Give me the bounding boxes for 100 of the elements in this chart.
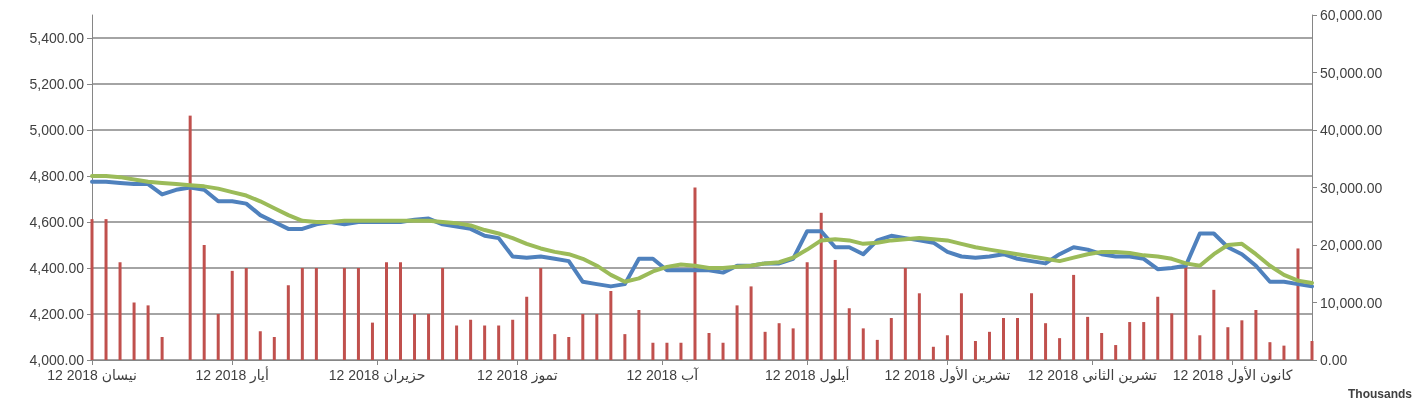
bar [875,339,879,360]
bar [300,268,304,360]
bar [749,286,753,360]
bar [1254,309,1258,360]
bar [1086,316,1090,360]
bar [160,337,164,360]
bar [286,285,290,360]
bar [721,342,725,360]
x-tick-label: 12 كانون الأول 2018 [1172,366,1293,384]
bar [455,325,459,360]
x-tick-label: 12 أيلول 2018 [765,366,850,384]
y-tick-label: 5,200.00 [29,76,85,92]
bar [1044,323,1048,360]
bar [833,259,837,360]
bar [553,334,557,360]
bar [679,342,683,360]
bar [973,341,977,360]
bar [959,293,963,360]
bar [889,318,893,360]
bar [1142,322,1146,360]
y-tick-label: 4,200.00 [29,306,85,322]
bar [931,346,935,360]
y2-tick-label: 20,000.00 [1320,237,1383,253]
bar [188,115,192,360]
bar [847,308,851,360]
x-tick-label: 12 حزيران 2018 [328,367,426,384]
bar [1156,296,1160,360]
bar [413,314,417,360]
bar [483,325,487,360]
bar [1058,338,1062,360]
bar [805,262,809,360]
bar [609,291,613,360]
bar [216,314,220,360]
bar [693,187,697,360]
bar [258,331,262,360]
bar [763,331,767,360]
bar [623,334,627,360]
x-tick-label: 12 تموز 2018 [477,367,558,384]
bar [469,319,473,360]
y2-tick-label: 40,000.00 [1320,122,1383,138]
bar [90,219,94,360]
bar [132,302,136,360]
bar [1184,265,1188,360]
bar [1268,342,1272,360]
bar [1296,248,1300,360]
bar [735,305,739,360]
bar [945,335,949,360]
bar [244,268,248,360]
y2-tick-label: 10,000.00 [1320,294,1383,311]
bar [637,309,641,360]
bar [1001,318,1005,360]
bar [104,219,108,360]
y-tick-label: 4,600.00 [29,214,85,230]
y2-tick-label: 0.00 [1320,352,1348,368]
bar [441,268,445,360]
bar [118,262,122,360]
y2-tick-label: 60,000.00 [1320,7,1383,23]
bar [1170,313,1174,360]
bar [1310,341,1314,360]
bar [567,337,571,360]
bar [1226,327,1230,360]
y2-tick-label: 30,000.00 [1320,179,1383,196]
x-tick-label: 12 نيسان 2018 [47,367,137,383]
bar [511,319,515,360]
bar [1212,289,1216,360]
bar [230,270,234,360]
y-tick-label: 4,400.00 [29,260,85,276]
bar [146,305,150,360]
x-tick-label: 12 أيار 2018 [195,366,269,384]
bar [1114,345,1118,360]
bar [272,337,276,360]
y-tick-label: 5,000.00 [29,122,85,138]
bar [539,268,543,360]
bar [987,331,991,360]
x-tick-label: 12 تشرين الأول 2018 [884,366,1011,384]
bar [595,314,599,360]
bar [1282,345,1286,360]
bar [1128,322,1132,360]
x-tick-label: 12 تشرين الثاني 2018 [1027,367,1158,384]
y-tick-label: 4,800.00 [29,168,85,184]
bar [497,325,501,360]
bar [819,212,823,360]
bar [202,245,206,360]
bar [1072,274,1076,360]
bar [707,332,711,360]
y2-axis-title: Thousands [1347,387,1413,401]
y-tick-label: 5,400.00 [29,30,85,46]
bar [525,296,529,360]
bar [427,314,431,360]
bar [384,262,388,360]
y-tick-label: 4,000.00 [29,352,85,368]
bar [651,342,655,360]
bar [342,268,346,360]
bar [1198,335,1202,360]
bar [356,268,360,360]
bar [370,322,374,360]
x-tick-label: 12 آب 2018 [626,367,700,383]
bar [1100,332,1104,360]
bar [861,328,865,360]
bar [1030,293,1034,360]
